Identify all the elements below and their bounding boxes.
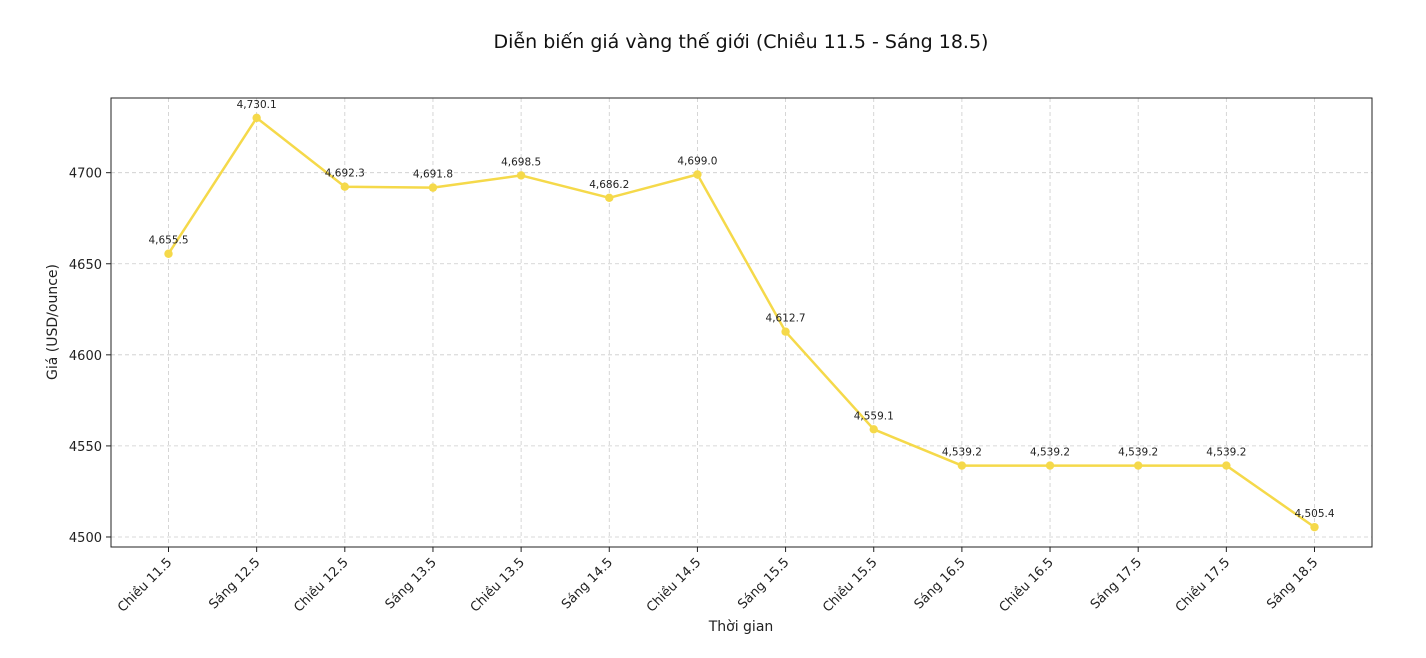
data-label: 4,691.8 [413, 169, 453, 181]
data-point [1045, 461, 1055, 470]
series-line [167, 116, 1316, 529]
data-label: 4,505.4 [1294, 508, 1334, 520]
series-layer [164, 113, 1319, 532]
x-axis-label: Thời gian [708, 619, 774, 635]
data-point [605, 193, 614, 203]
data-point [781, 327, 790, 336]
chart-title: Diễn biến giá vàng thế giới (Chiều 11.5 … [494, 30, 989, 53]
data-point [516, 171, 526, 180]
y-tick-label: 4600 [69, 349, 102, 364]
x-tick-label: Chiều 11.5 [115, 555, 175, 615]
y-tick-label: 4500 [69, 531, 102, 546]
x-tick-label: Sáng 15.5 [735, 555, 792, 612]
data-point [1133, 461, 1143, 470]
grid-layer [111, 98, 1372, 547]
x-tick-label: Chiều 14.5 [644, 555, 704, 615]
data-point [428, 183, 438, 192]
data-label: 4,539.2 [942, 447, 982, 459]
x-tick-label: Chiều 17.5 [1173, 555, 1233, 615]
x-tick-label: Sáng 13.5 [383, 555, 440, 612]
data-point [252, 113, 261, 123]
data-point [869, 425, 878, 434]
data-label: 4,612.7 [766, 313, 806, 325]
data-point [1222, 461, 1231, 470]
data-label: 4,539.2 [1118, 447, 1158, 459]
x-tick-label: Sáng 12.5 [206, 555, 263, 612]
x-tick-label: Sáng 16.5 [912, 555, 969, 612]
y-tick-label: 4650 [69, 258, 102, 273]
y-axis-label: Giá (USD/ounce) [45, 264, 61, 380]
data-point [164, 249, 173, 258]
data-point [957, 461, 967, 470]
x-tick-label: Chiều 13.5 [468, 555, 528, 615]
data-label-layer: 4,655.5 4,730.1 4,692.3 4,691.8 4,698.5 4,686… [148, 99, 1334, 520]
data-label: 4,692.3 [325, 168, 365, 180]
data-label: 4,686.2 [589, 179, 629, 191]
data-point [693, 170, 702, 179]
x-tick-label: Sáng 14.5 [559, 555, 616, 612]
x-tick-label: Sáng 17.5 [1088, 555, 1145, 612]
data-point [340, 182, 350, 191]
data-label: 4,539.2 [1030, 447, 1070, 459]
x-tick-label: Chiều 15.5 [820, 555, 880, 615]
x-tick-label: Chiều 12.5 [291, 555, 351, 615]
data-point [1310, 522, 1319, 532]
y-tick-label: 4550 [69, 440, 102, 455]
plot-frame [110, 97, 1373, 548]
data-label: 4,655.5 [148, 235, 188, 247]
data-label: 4,698.5 [501, 156, 541, 168]
data-label: 4,699.0 [677, 156, 717, 168]
data-label: 4,539.2 [1206, 447, 1246, 459]
data-label: 4,559.1 [854, 410, 894, 422]
data-label: 4,730.1 [237, 99, 277, 111]
x-tick-label: Chiều 16.5 [997, 555, 1057, 615]
y-tick-label: 4700 [69, 167, 102, 182]
x-tick-label: Sáng 18.5 [1264, 555, 1321, 612]
